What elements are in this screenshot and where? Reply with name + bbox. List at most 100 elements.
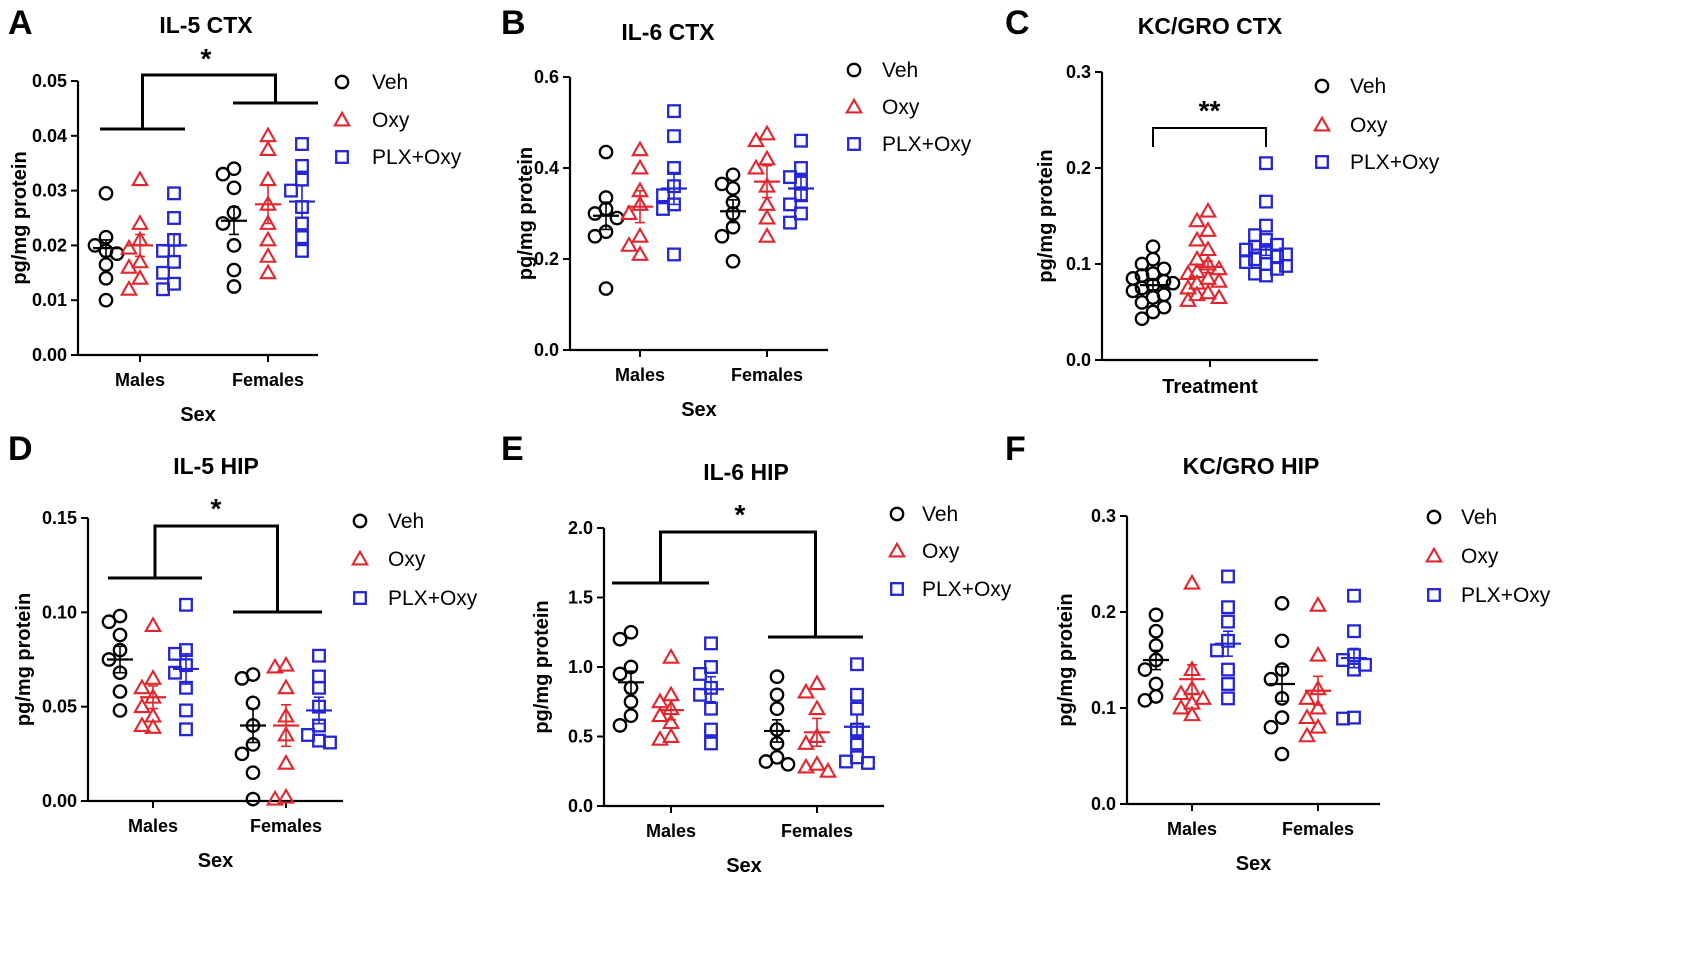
data-point-plx-oxy [704,722,718,737]
data-point-oxy [258,247,278,263]
chart-title: IL-6 CTX [621,19,715,45]
data-point-plx-oxy [295,216,309,231]
data-point-oxy [807,699,827,716]
data-point-oxy [796,757,816,774]
data-point-plx-oxy [693,667,707,681]
x-tick-label: Males [1167,819,1217,839]
data-point-plx-oxy [1221,662,1235,677]
data-point-oxy [650,729,670,746]
data-point-veh [112,608,128,624]
data-point-veh [1148,676,1164,692]
data-point-veh [1274,633,1290,649]
data-point-plx-oxy [850,687,864,702]
data-point-veh [1134,295,1150,310]
data-point-oxy [265,657,285,674]
legend-marker-oxy [350,549,370,566]
legend-label: Veh [1461,506,1497,529]
data-point-veh [780,756,796,772]
data-point-veh [1274,596,1290,611]
data-point-veh [226,262,242,278]
legend-marker-veh [846,62,862,78]
legend-label: Veh [1350,75,1386,98]
data-point-plx-oxy [295,230,309,245]
panel-c: C KC/GRO CTX 0.0 0.1 0.2 0.3 Treatment pg/mg pr… [1005,4,1440,398]
data-point-oxy [132,697,152,714]
data-point-veh [612,666,628,682]
data-point-plx-oxy [179,597,193,612]
x-axis-label: Treatment [1162,376,1258,398]
legend-label: PLX+Oxy [922,578,1012,601]
data-point-plx-oxy [1279,258,1293,273]
data-point-plx-oxy [704,701,718,716]
y-tick-label: 0.3 [1066,62,1091,82]
data-point-veh [234,671,250,686]
data-point-plx-oxy [850,657,864,672]
data-point-plx-oxy [167,211,181,225]
data-point-oxy [119,279,139,296]
data-point-oxy [143,616,163,632]
legend-marker-veh [334,74,350,90]
data-point-veh [1134,311,1150,327]
data-point-oxy [258,140,278,156]
data-point-plx-oxy [179,703,193,718]
legend-marker-veh [352,513,368,529]
data-point-veh [714,228,730,244]
y-tick-label: 0.0 [1091,794,1116,814]
data-point-oxy [1308,698,1328,715]
y-tick-label: 0.3 [1091,506,1116,526]
significance-star: * [201,43,212,74]
data-point-plx-oxy [783,197,797,212]
data-point-veh [1125,283,1141,299]
x-axis-label: Sex [180,404,216,426]
data-point-veh [1263,671,1279,687]
y-tick-label: 0.0 [534,340,559,360]
data-point-plx-oxy [1259,268,1273,283]
data-point-veh [1145,239,1161,255]
legend-marker-oxy [1312,115,1332,132]
data-point-plx-oxy [1347,624,1361,639]
legend-marker-veh [889,506,905,522]
data-point-oxy [276,753,296,770]
y-tick-label: 2.0 [568,518,593,538]
data-point-veh [769,687,785,703]
data-point-oxy [619,236,639,252]
y-tick-label: 0.05 [32,71,67,91]
x-tick-label: Males [615,365,665,385]
y-tick-label: 0.2 [1091,602,1116,622]
legend-marker-plx-oxy [1315,155,1329,169]
chart-title: IL-6 HIP [703,459,789,485]
data-point-veh [1274,746,1290,762]
data-point-veh [226,279,242,294]
data-point-oxy [630,158,650,175]
data-point-veh [623,694,639,710]
data-point-oxy [143,718,163,734]
data-point-oxy [746,131,766,148]
data-point-plx-oxy [704,736,718,751]
data-point-veh [612,631,628,647]
data-point-veh [1274,710,1290,725]
x-tick-label: Males [646,821,696,841]
legend-label: PLX+Oxy [1350,151,1440,174]
data-point-veh [98,292,114,308]
data-point-plx-oxy [179,722,193,737]
chart-title: IL-5 HIP [173,453,259,479]
y-tick-label: 0.1 [1091,698,1116,718]
data-point-veh [226,238,242,253]
data-point-plx-oxy [312,680,326,695]
significance-star: * [735,499,746,530]
legend-marker-oxy [844,97,864,114]
legend-marker-plx-oxy [353,591,367,605]
data-point-oxy [746,158,766,175]
significance-star: * [211,493,222,524]
data-point-veh [98,185,114,201]
data-point-oxy [130,268,150,285]
y-tick-label: 0.4 [534,158,559,178]
significance-star: ** [1199,95,1221,126]
data-point-plx-oxy [156,265,170,280]
data-point-plx-oxy [667,104,681,119]
legend-label: Oxy [1350,114,1388,137]
data-point-oxy [1297,708,1317,725]
data-point-plx-oxy [1221,691,1235,706]
data-point-plx-oxy [667,129,681,144]
